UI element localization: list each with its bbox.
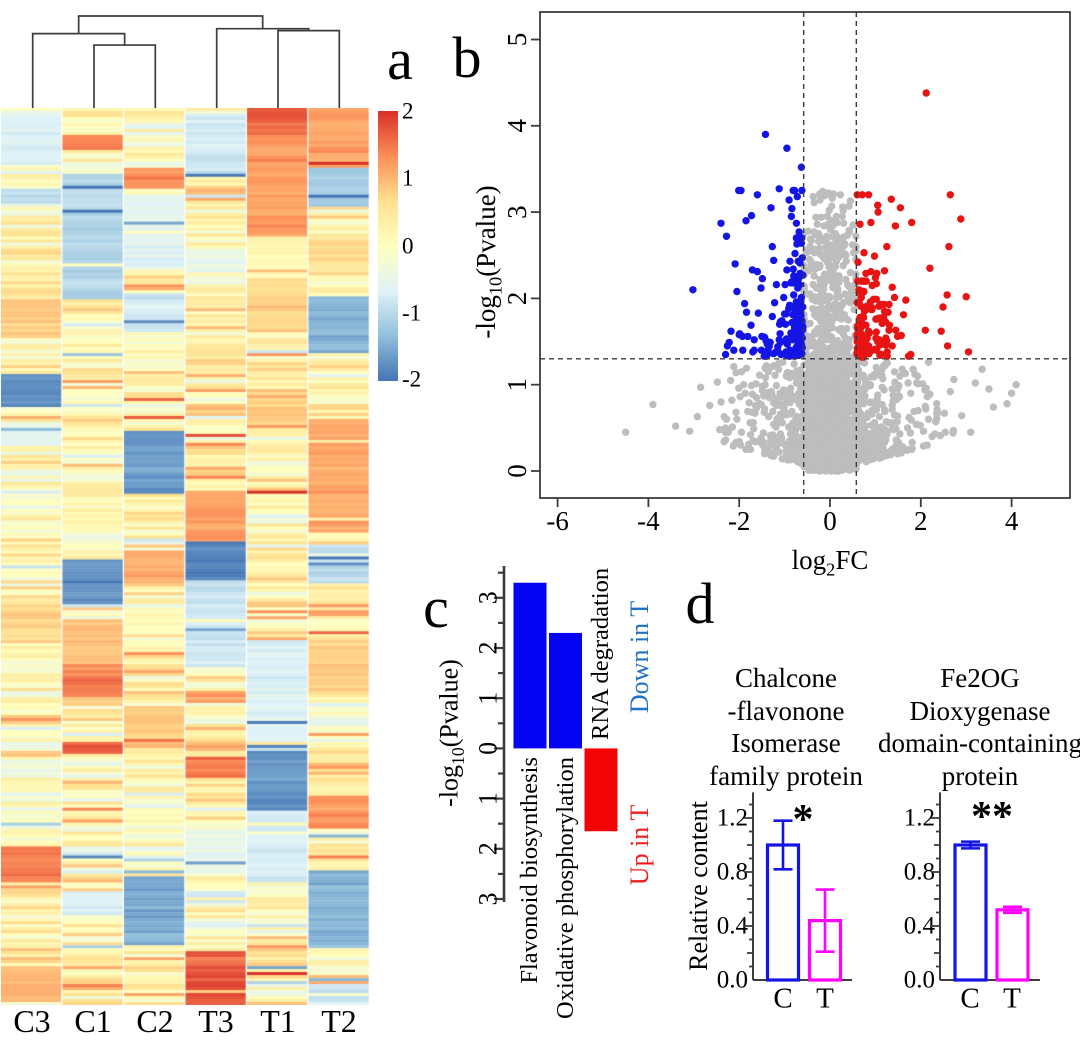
protein-chart-2-ytick-0.0: 0.0 bbox=[903, 966, 935, 994]
protein-chart-2-significance: ** bbox=[971, 794, 1013, 840]
heatmap-col-label-C3: C3 bbox=[13, 1003, 51, 1039]
protein-chart-2-ytick-0.4: 0.4 bbox=[903, 912, 935, 940]
volcano-ytick-5: 5 bbox=[502, 33, 532, 47]
volcano-series-up-regulated bbox=[853, 89, 973, 361]
enrichment-tick-1-4: 1 bbox=[474, 792, 503, 805]
protein-chart-2-xlabel-T: T bbox=[1003, 982, 1021, 1015]
enrichment-bar-3 bbox=[584, 748, 618, 832]
protein-chart-1-ytick-0.0: 0.0 bbox=[716, 966, 748, 994]
volcano-xtick-4: 4 bbox=[1005, 506, 1019, 536]
volcano-plot: -6 -4 -2 0 2 4 0 1 2 3 4 5 bbox=[502, 11, 1071, 536]
enrichment-tick-1-2: 1 bbox=[474, 692, 503, 705]
protein-chart-2-xlabel-C: C bbox=[960, 982, 980, 1015]
heatmap-col-label-C2: C2 bbox=[136, 1003, 174, 1039]
volcano-series-down-regulated bbox=[689, 130, 807, 360]
protein-chart-2-ytick-0.8: 0.8 bbox=[903, 858, 935, 886]
heatmap bbox=[1, 108, 370, 1005]
protein-chart-1 bbox=[744, 792, 852, 982]
protein-chart-2-bar-T bbox=[995, 908, 1030, 982]
protein-chart-1-xlabel-C: C bbox=[773, 982, 793, 1015]
enrichment-tick-0-3: 0 bbox=[474, 742, 503, 755]
protein-chart-2-title: Fe2OG Dioxygenase domain-containing prot… bbox=[878, 662, 1080, 792]
protein-chart-2-ytick-1.2: 1.2 bbox=[903, 804, 935, 832]
heatmap-dendrogram bbox=[31, 15, 341, 108]
enrichment-chart: 3 2 1 0 1 2 3 bbox=[474, 566, 618, 906]
heatmap-col-label-T1: T1 bbox=[260, 1003, 296, 1039]
colorbar-tick-2: 2 bbox=[402, 98, 414, 124]
volcano-ytick-2: 2 bbox=[502, 292, 532, 306]
heatmap-col-label-T2: T2 bbox=[321, 1003, 357, 1039]
enrichment-bar-2 bbox=[549, 632, 582, 749]
enrichment-tick-2-1: 2 bbox=[474, 642, 503, 655]
heatmap-colorbar bbox=[378, 111, 398, 381]
protein-chart-1-title: Chalcone -flavonone Isomerase family pro… bbox=[709, 662, 863, 792]
protein-chart-2-title-line-2: Dioxygenase bbox=[909, 695, 1051, 726]
protein-chart-2-title-line-1: Fe2OG bbox=[940, 663, 1020, 693]
colorbar-tick-1: 1 bbox=[402, 165, 414, 191]
protein-chart-1-ytick-0.4: 0.4 bbox=[716, 912, 748, 940]
enrichment-tick-3-0: 3 bbox=[474, 591, 503, 604]
volcano-ytick-4: 4 bbox=[502, 119, 532, 133]
protein-chart-2 bbox=[931, 792, 1040, 982]
protein-chart-1-title-line-4: family protein bbox=[709, 760, 863, 791]
protein-chart-1-ytick-0.8: 0.8 bbox=[716, 858, 748, 886]
volcano-ytick-3: 3 bbox=[502, 205, 532, 219]
enrichment-tick-3-6: 3 bbox=[474, 893, 503, 906]
protein-chart-1-title-line-2: -flavonone bbox=[727, 695, 845, 726]
protein-chart-1-significance: * bbox=[792, 797, 814, 843]
protein-chart-2-bar-C bbox=[953, 843, 988, 982]
protein-chart-2-title-line-4: protein bbox=[941, 760, 1019, 791]
protein-chart-1-title-line-3: Isomerase bbox=[731, 728, 841, 758]
enrichment-tick-2-5: 2 bbox=[474, 842, 503, 855]
protein-chart-1-xlabel-T: T bbox=[816, 982, 834, 1015]
heatmap-col-label-T3: T3 bbox=[198, 1003, 234, 1039]
volcano-xtick--2: -2 bbox=[728, 506, 751, 536]
protein-chart-1-ytick-1.2: 1.2 bbox=[716, 804, 748, 832]
protein-chart-1-title-line-1: Chalcone bbox=[735, 663, 837, 693]
colorbar-tick-0: 0 bbox=[402, 233, 414, 259]
volcano-series-not-significant bbox=[622, 187, 1020, 475]
panel-d-label: d bbox=[685, 571, 715, 636]
volcano-xtick--6: -6 bbox=[546, 506, 569, 536]
panel-a-label: a bbox=[387, 27, 413, 92]
volcano-ytick-1: 1 bbox=[502, 378, 532, 392]
volcano-ytick-0: 0 bbox=[502, 464, 532, 478]
volcano-x-axis-title: log2FC bbox=[791, 545, 869, 580]
heatmap-col-label-C1: C1 bbox=[74, 1003, 112, 1039]
enrichment-bar-1 bbox=[513, 582, 547, 749]
volcano-xtick--4: -4 bbox=[637, 506, 660, 536]
panel-c-label: c bbox=[423, 575, 449, 640]
panel-b-label: b bbox=[452, 25, 482, 90]
protein-chart-2-title-line-3: domain-containing bbox=[878, 728, 1080, 758]
colorbar-tick-neg2: -2 bbox=[402, 366, 422, 392]
colorbar-tick-neg1: -1 bbox=[402, 300, 422, 326]
volcano-xtick-0: 0 bbox=[823, 506, 837, 536]
volcano-xtick-2: 2 bbox=[914, 506, 928, 536]
